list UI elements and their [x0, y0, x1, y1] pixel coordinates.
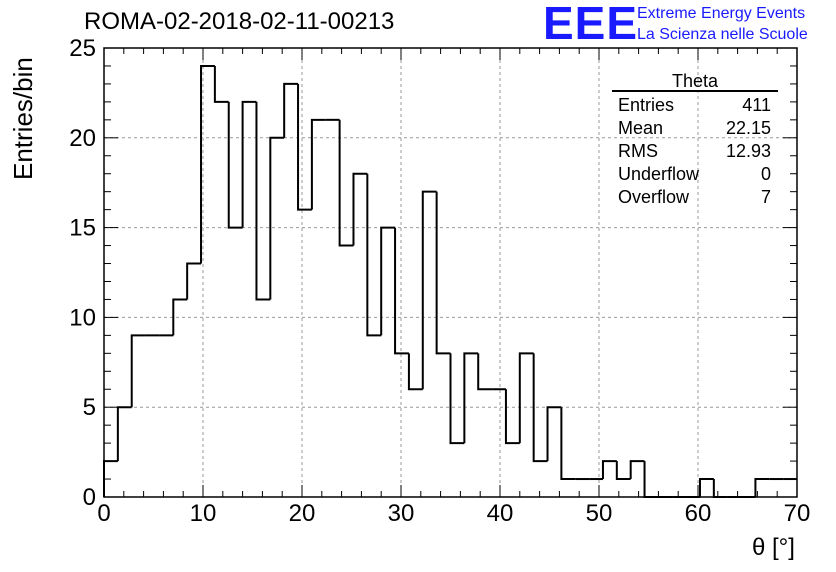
histogram-bin: [560, 407, 576, 481]
stats-value: 411: [742, 95, 771, 115]
histogram-bin: [130, 334, 146, 408]
stats-row-entries: Entries 411: [612, 94, 778, 117]
histogram-bin: [269, 136, 285, 300]
stats-row-overflow: Overflow 7: [612, 186, 778, 209]
chart-title: ROMA-02-2018-02-11-00213: [84, 8, 395, 35]
eee-logo: EEE: [543, 0, 639, 49]
histogram-bin: [338, 119, 354, 247]
histogram-bin: [255, 101, 271, 301]
histogram-bin: [407, 353, 423, 391]
stats-label: Mean: [618, 118, 664, 138]
histogram-bin: [366, 173, 382, 337]
histogram-bin: [241, 100, 257, 228]
y-tick-label: 20: [69, 125, 96, 152]
x-tick-label: 60: [685, 500, 712, 527]
stats-title: Theta: [612, 72, 778, 92]
x-tick-label: 40: [487, 500, 514, 527]
histogram-bin: [435, 191, 451, 355]
x-tick-label: 70: [784, 500, 811, 527]
histogram-bin: [615, 461, 631, 481]
stats-box: Theta Entries 411 Mean 22.15 RMS 12.93 U…: [612, 72, 778, 209]
logo-text-line-1: Extreme Energy Events: [637, 5, 806, 22]
histogram-bin: [449, 353, 465, 445]
histogram-bin: [200, 64, 215, 264]
histogram-bin: [283, 82, 299, 138]
histogram-bin: [103, 460, 118, 497]
stats-label: RMS: [618, 141, 658, 161]
x-tick-label: 0: [97, 500, 110, 527]
histogram-bin: [421, 190, 437, 390]
y-axis-label: Entries/bin: [8, 57, 38, 180]
y-tick-label: 0: [83, 484, 96, 511]
histogram-bin: [186, 262, 202, 300]
plot-frame: [103, 47, 798, 498]
histogram-bin: [477, 353, 493, 391]
stats-value: 22.15: [725, 118, 771, 138]
histogram-bin: [712, 479, 728, 498]
histogram-bin: [643, 461, 659, 498]
histogram-bin: [297, 83, 312, 211]
histogram-bin: [629, 460, 645, 480]
histogram-bin: [518, 352, 534, 444]
stats-value: 0: [760, 164, 771, 184]
histogram-bin: [172, 298, 188, 336]
histogram-bin: [532, 353, 548, 463]
histogram-bin: [310, 118, 326, 210]
histogram-bin: [463, 352, 479, 444]
histogram-bin: [116, 406, 132, 462]
histogram-bin: [394, 227, 409, 355]
histogram-bin: [352, 172, 368, 246]
stats-label: Entries: [618, 95, 675, 115]
histogram-bin: [698, 478, 714, 497]
y-tick-label: 10: [69, 304, 96, 331]
histogram-bin: [213, 65, 229, 103]
stats-row-mean: Mean 22.15: [612, 117, 778, 140]
y-tick-label: 15: [69, 215, 96, 242]
histogram-bin: [546, 406, 562, 462]
stats-row-rms: RMS 12.93: [612, 140, 778, 163]
x-tick-label: 50: [586, 500, 613, 527]
x-tick-label: 30: [388, 500, 415, 527]
stats-label: Overflow: [618, 187, 690, 207]
histogram-bin: [380, 226, 396, 336]
histogram-bin: [754, 478, 770, 497]
histogram-bin: [227, 101, 243, 229]
x-tick-label: 20: [289, 500, 316, 527]
stats-value: 7: [760, 187, 771, 207]
logo-text-line-2: La Scienza nelle Scuole: [637, 26, 808, 43]
stats-value: 12.93: [725, 141, 771, 161]
stats-label: Underflow: [618, 164, 700, 184]
y-tick-label: 5: [83, 394, 96, 421]
y-tick-label: 25: [69, 35, 96, 62]
x-axis-label: θ [°]: [752, 534, 795, 561]
histogram-bin: [601, 460, 617, 480]
stats-row-underflow: Underflow 0: [612, 163, 778, 186]
histogram-bin: [504, 389, 520, 445]
x-tick-label: 10: [190, 500, 217, 527]
